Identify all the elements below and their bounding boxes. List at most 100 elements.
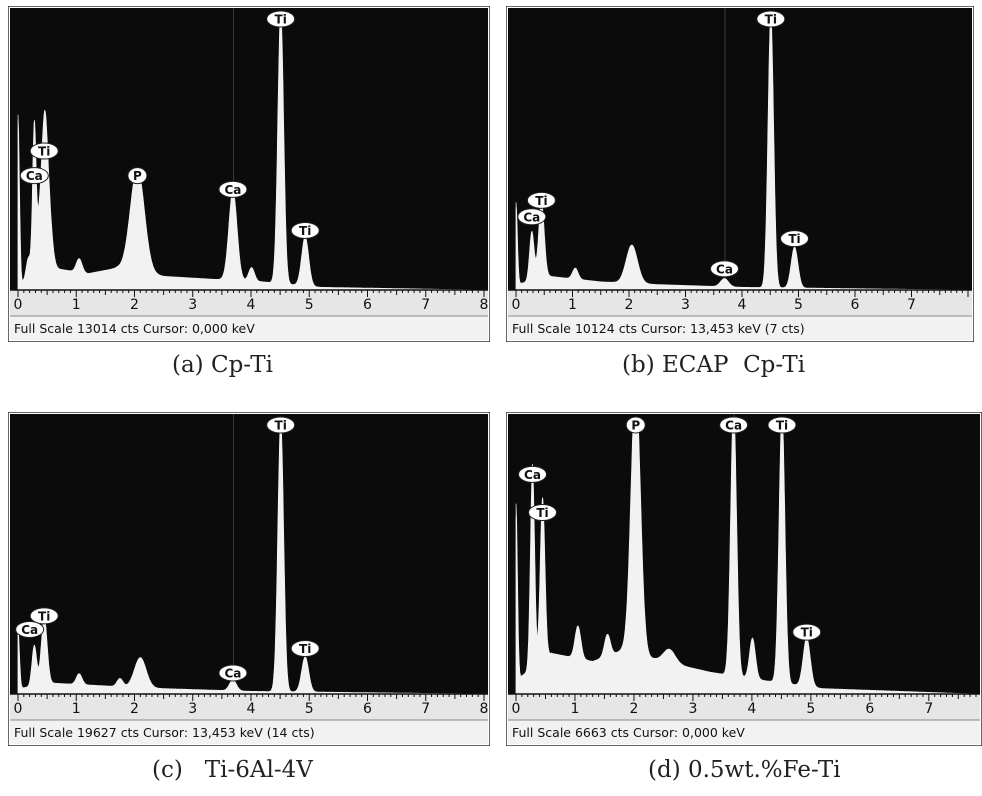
svg-text:Ti: Ti [801, 626, 813, 640]
plot-background [508, 8, 972, 294]
svg-text:Ca: Ca [26, 169, 43, 183]
caption-c: (c) Ti-6Al-4V [152, 757, 313, 783]
x-tick-label: 1 [72, 297, 81, 313]
x-tick-label: 7 [907, 297, 916, 313]
spectrum-chart-d: 0 1 2 3 4 5 6 7 Full Scale 6663 cts Cursor: 0,00… [506, 412, 982, 746]
x-tick-label: 3 [681, 297, 690, 313]
x-tick-label: 2 [130, 701, 139, 717]
x-tick-label: 6 [363, 297, 372, 313]
caption-d: (d) 0.5wt.%Fe-Ti [648, 757, 841, 783]
peak-label-ti: Ti [792, 623, 822, 641]
x-tick-label: 6 [363, 701, 372, 717]
peak-label-ca: Ca [15, 620, 45, 638]
peak-label-ti: Ti [526, 191, 556, 209]
x-tick-label: 2 [625, 297, 634, 313]
x-tick-label: 0 [14, 701, 23, 717]
x-tick-label: 5 [806, 701, 815, 717]
svg-text:Ti: Ti [536, 506, 548, 520]
peak-label-ti: Ti [266, 416, 296, 434]
svg-text:Ti: Ti [38, 145, 50, 159]
svg-text:Ca: Ca [21, 623, 38, 637]
x-tick-label: 0 [512, 297, 521, 313]
status-bar [10, 720, 488, 744]
x-tick-label: 2 [629, 701, 638, 717]
svg-text:Ti: Ti [788, 232, 800, 246]
x-tick-label: 3 [188, 701, 197, 717]
spectrum-panel-c: 0 1 2 3 4 5 6 7 8 Full Scale 19627 cts Cursor: 13… [8, 412, 490, 746]
peak-label-ca: Ca [218, 664, 248, 682]
status-text: Full Scale 19627 cts Cursor: 13,453 keV … [14, 725, 315, 740]
peak-label-ti: Ti [780, 230, 810, 248]
x-tick-label: 7 [421, 701, 430, 717]
peak-label-ca: Ca [518, 465, 548, 483]
status-bar [508, 316, 972, 340]
peak-label-ti: Ti [767, 416, 797, 434]
svg-text:Ti: Ti [299, 224, 311, 238]
axis-strip [10, 694, 488, 720]
x-tick-label: 5 [794, 297, 803, 313]
axis-strip [508, 290, 972, 316]
x-tick-label: 1 [568, 297, 577, 313]
peak-label-ti: Ti [756, 10, 786, 28]
plot-background [508, 414, 980, 698]
spectrum-panel-b: 0 1 2 3 4 5 6 7 Full Scale 10124 cts Cursor: 13,… [506, 6, 974, 342]
peak-label-p: P [625, 416, 646, 434]
x-tick-label: 4 [247, 297, 256, 313]
svg-text:Ti: Ti [275, 419, 287, 433]
caption-b: (b) ECAP Cp-Ti [622, 352, 806, 378]
x-tick-label: 7 [421, 297, 430, 313]
x-tick-label: 1 [571, 701, 580, 717]
svg-text:Ca: Ca [224, 666, 241, 680]
peak-label-ti: Ti [528, 503, 558, 521]
peak-label-ca: Ca [517, 208, 547, 226]
x-tick-label: 3 [688, 701, 697, 717]
spectrum-chart-c: 0 1 2 3 4 5 6 7 8 Full Scale 19627 cts Cursor: 13… [8, 412, 490, 746]
svg-text:Ti: Ti [38, 609, 50, 623]
x-tick-label: 6 [865, 701, 874, 717]
peak-label-ti: Ti [266, 10, 296, 28]
svg-text:Ti: Ti [299, 642, 311, 656]
svg-text:Ti: Ti [765, 13, 777, 27]
x-tick-label: 3 [188, 297, 197, 313]
plot-background [10, 8, 488, 294]
peak-label-ca: Ca [709, 260, 739, 278]
svg-text:Ti: Ti [275, 13, 287, 27]
x-tick-label: 8 [480, 297, 489, 313]
status-text: Full Scale 6663 cts Cursor: 0,000 keV [512, 725, 745, 740]
peak-label-ca: Ca [218, 180, 248, 198]
spectrum-panel-d: 0 1 2 3 4 5 6 7 Full Scale 6663 cts Cursor: 0,00… [506, 412, 982, 746]
svg-text:Ca: Ca [523, 210, 540, 224]
peak-label-ti: Ti [290, 221, 320, 239]
spectrum-chart-a: 0 1 2 3 4 5 6 7 8 Full Scale 13014 cts Cursor: 0,… [8, 6, 490, 342]
x-tick-label: 7 [924, 701, 933, 717]
status-bar [10, 316, 488, 340]
axis-strip [10, 290, 488, 316]
x-tick-label: 6 [851, 297, 860, 313]
status-text: Full Scale 10124 cts Cursor: 13,453 keV … [512, 321, 805, 336]
svg-text:Ti: Ti [535, 194, 547, 208]
x-tick-label: 0 [512, 701, 521, 717]
peak-label-ti: Ti [29, 142, 59, 160]
x-tick-label: 4 [747, 701, 756, 717]
x-tick-label: 5 [305, 297, 314, 313]
spectrum-area [17, 421, 484, 695]
svg-text:P: P [631, 419, 640, 433]
axis-strip [508, 694, 980, 720]
spectrum-chart-b: 0 1 2 3 4 5 6 7 Full Scale 10124 cts Cursor: 13,… [506, 6, 974, 342]
peak-label-ti: Ti [29, 607, 59, 625]
svg-text:Ca: Ca [524, 468, 541, 482]
caption-a: (a) Cp-Ti [172, 352, 273, 378]
x-tick-label: 1 [72, 701, 81, 717]
x-tick-label: 2 [130, 297, 139, 313]
x-tick-label: 8 [480, 701, 489, 717]
svg-text:P: P [133, 169, 142, 183]
peak-label-ca: Ca [19, 167, 49, 185]
svg-text:Ti: Ti [776, 419, 788, 433]
spectrum-area [515, 421, 976, 695]
spectrum-panel-a: 0 1 2 3 4 5 6 7 8 Full Scale 13014 cts Cursor: 0,… [8, 6, 490, 342]
x-tick-label: 5 [305, 701, 314, 717]
svg-text:Ca: Ca [716, 262, 733, 276]
plot-background [10, 414, 488, 698]
x-tick-label: 4 [738, 297, 747, 313]
svg-text:Ca: Ca [725, 419, 742, 433]
